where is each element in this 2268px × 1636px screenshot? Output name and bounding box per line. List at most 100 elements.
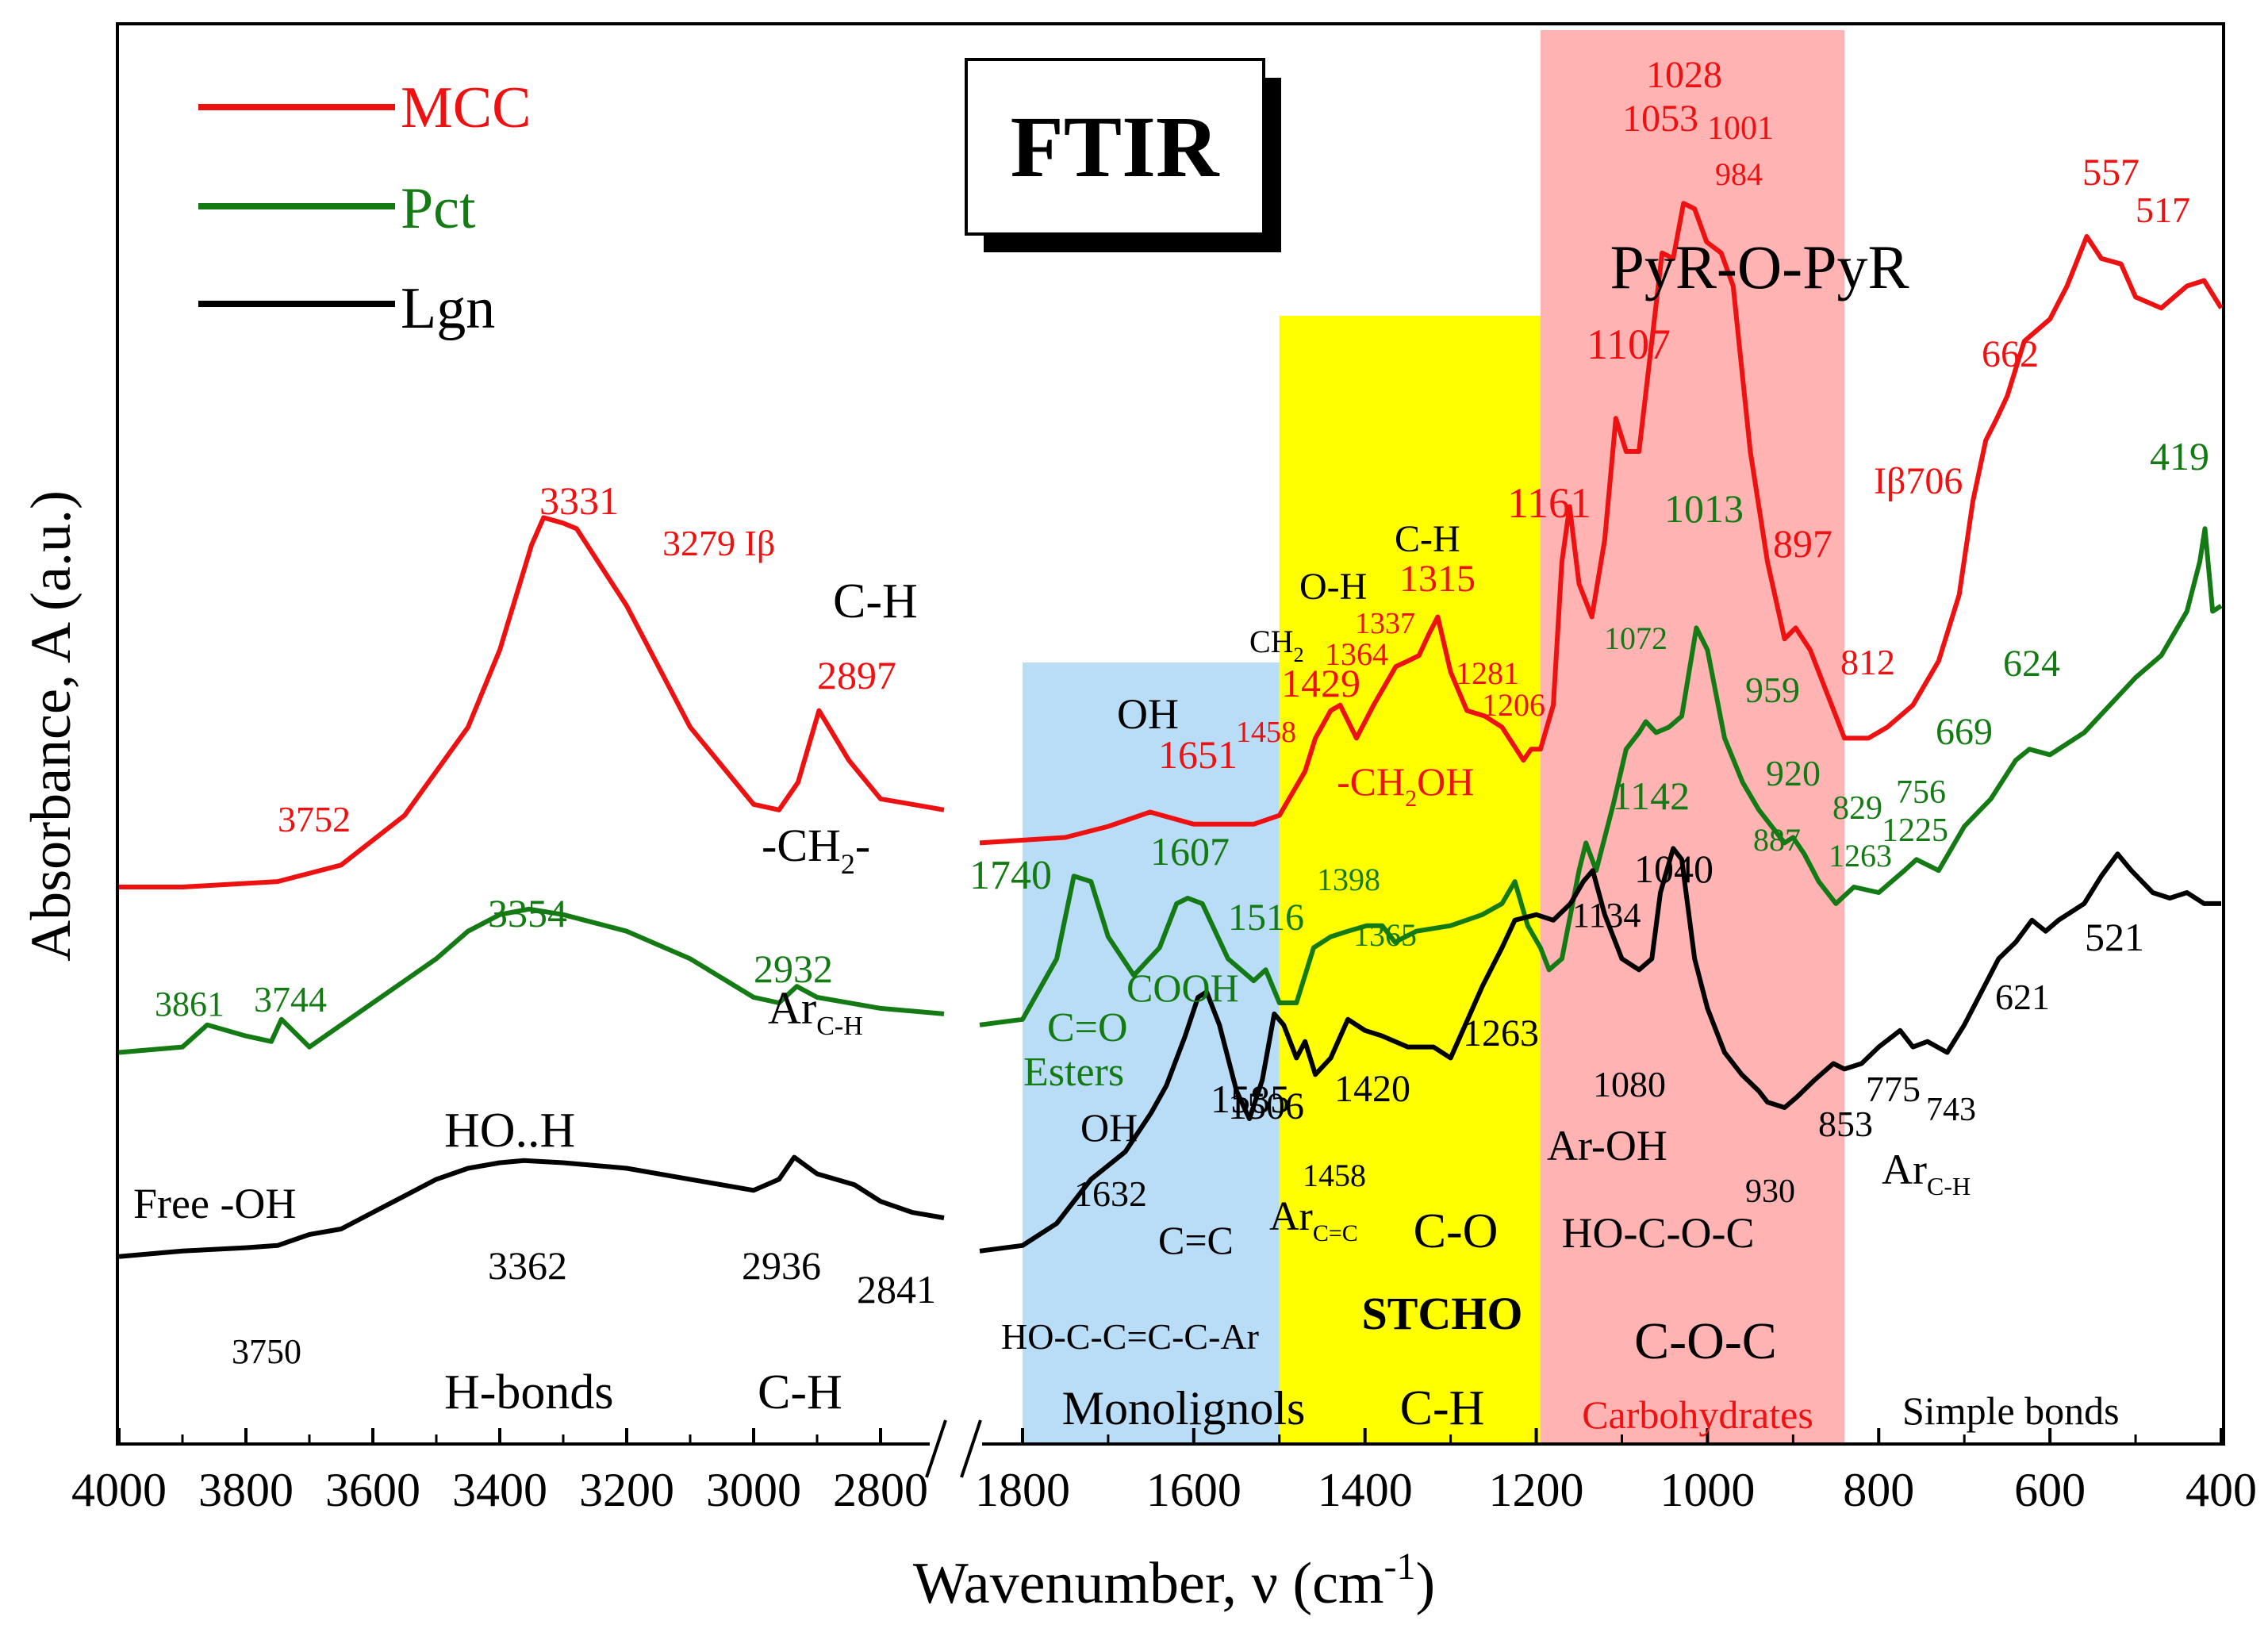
- peak-label-lgn: 1040: [1634, 847, 1713, 891]
- region-labels: Monolignols STCHO C-H C-O C-O-C Carbohyd…: [1062, 232, 1909, 1437]
- group-labels: C-H -CH2- ArC-H HO..H Free -OH H-bonds C…: [133, 518, 2120, 1433]
- label-c-h-mid: C-H: [1395, 518, 1460, 560]
- peak-label-mcc-right: 1107: [1587, 321, 1671, 368]
- peak-label-mcc-right: 984: [1715, 156, 1763, 192]
- region-carbohydrates: [1540, 30, 1845, 1442]
- label-stcho: STCHO: [1361, 1288, 1522, 1339]
- label-stcho-co: C-O: [1414, 1204, 1499, 1258]
- series-lgn-left: [118, 1154, 945, 1259]
- series-layer: [118, 201, 2224, 1259]
- peak-label-lgn: 1080: [1593, 1064, 1666, 1104]
- x-tick-label: 3200: [579, 1464, 674, 1516]
- peak-label-lgn: 1263: [1463, 1012, 1539, 1054]
- x-axis-title: Wavenumber, ν (cm-1): [913, 1546, 1435, 1616]
- peak-label-mcc-right: 517: [2136, 190, 2190, 230]
- label-c-h-top: C-H: [833, 574, 918, 628]
- x-tick-label: 1400: [1318, 1464, 1413, 1516]
- peak-label-mcc-left: 3279 Iβ: [662, 523, 775, 563]
- peak-label-mcc-right: 1028: [1646, 54, 1722, 96]
- region-stcho: [1279, 316, 1541, 1442]
- x-tick-label: 1000: [1660, 1464, 1755, 1516]
- label-ch2oh: -CH2OH: [1337, 759, 1474, 812]
- peak-label-lgn: 3362: [488, 1243, 567, 1288]
- x-tick-label: 800: [1843, 1464, 1914, 1516]
- peak-label-pct: 1072: [1604, 620, 1667, 656]
- peak-label-lgn: 521: [2085, 915, 2144, 959]
- peak-label-lgn: 1632: [1074, 1173, 1147, 1214]
- peak-label-pct: 669: [1936, 711, 1993, 753]
- peak-label-lgn: 1585: [1211, 1077, 1290, 1121]
- peak-label-mcc-right: 1053: [1622, 98, 1698, 140]
- peak-label-pct: 2932: [754, 947, 833, 991]
- legend-label-lgn: Lgn: [401, 276, 495, 341]
- peak-label-lgn: 1134: [1572, 896, 1641, 935]
- x-tick-label: 3600: [325, 1464, 420, 1516]
- peak-label-mcc-right: 1161: [1507, 479, 1591, 527]
- label-free-oh: Free -OH: [133, 1180, 296, 1227]
- peak-label-mcc-right: 1315: [1399, 558, 1476, 600]
- peak-label-mcc-right: 1429: [1281, 661, 1360, 705]
- peak-label-mcc-right: 1337: [1355, 607, 1415, 640]
- peak-label-mcc-left: 3752: [278, 799, 351, 839]
- label-ar-oh: Ar-OH: [1547, 1122, 1667, 1169]
- peak-label-pct: 1225: [1882, 812, 1948, 849]
- label-oh-mid: OH: [1080, 1105, 1138, 1150]
- x-tick-label: 1200: [1489, 1464, 1584, 1516]
- peak-label-pct: 1263: [1829, 838, 1892, 874]
- x-tick-label: 3400: [452, 1464, 547, 1516]
- peak-label-mcc-right: 662: [1982, 333, 2039, 375]
- peak-label-pct: 419: [2150, 434, 2209, 478]
- x-tick-label: 2800: [833, 1464, 928, 1516]
- x-tick-label: 1600: [1146, 1464, 1241, 1516]
- x-tick-label: 400: [2185, 1464, 2257, 1516]
- peak-label-pct: 920: [1766, 753, 1821, 793]
- x-tick-label: 1800: [975, 1464, 1070, 1516]
- label-ho-h: HO..H: [444, 1104, 575, 1158]
- label-hococ: HO-C-O-C: [1562, 1209, 1755, 1257]
- legend-label-pct: Pct: [401, 176, 476, 241]
- peak-label-lgn: 3750: [232, 1332, 301, 1371]
- label-monolignols: Monolignols: [1062, 1382, 1306, 1434]
- peak-label-pct: 3861: [155, 985, 224, 1023]
- x-tick-label: 3000: [706, 1464, 801, 1516]
- chart-title: FTIR: [1011, 98, 1220, 195]
- peak-label-lgn: 621: [1995, 977, 2050, 1017]
- series-pct-right: [979, 526, 2223, 1027]
- peak-label-lgn: 930: [1745, 1173, 1795, 1210]
- label-ar-cc: ArC=C: [1269, 1194, 1358, 1246]
- label-c-eq-o: C=O: [1047, 1005, 1128, 1050]
- title-box: FTIR: [965, 58, 1281, 252]
- peak-label-pct: 1516: [1228, 897, 1304, 939]
- peak-label-pct: 3354: [488, 891, 567, 935]
- peak-label-mcc-left: 3331: [539, 478, 619, 523]
- peak-label-pct: 1607: [1150, 829, 1230, 874]
- y-axis-title: Absorbance, A (a.u.): [19, 490, 83, 962]
- label-c-h-bottom: C-H: [758, 1365, 842, 1419]
- peak-label-pct: 756: [1896, 774, 1946, 811]
- series-pct-left: [118, 906, 945, 1055]
- label-cooh: COOH: [1126, 966, 1239, 1010]
- peak-label-lgn: 2936: [742, 1243, 821, 1288]
- series-mcc-left: [119, 515, 945, 889]
- label-simple-bonds: Simple bonds: [1902, 1388, 2120, 1433]
- peak-label-pct: 959: [1745, 670, 1800, 710]
- peak-label-lgn: 743: [1926, 1092, 1976, 1128]
- peak-label-mcc-right: 1206: [1482, 687, 1545, 723]
- peak-label-mcc-right: 1651: [1158, 732, 1238, 777]
- peak-label-lgn: 775: [1866, 1069, 1921, 1109]
- label-pyropyr: PyR-O-PyR: [1610, 232, 1909, 301]
- label-oh-top: OH: [1117, 690, 1179, 738]
- label-stcho-ch: C-H: [1400, 1381, 1485, 1435]
- peak-label-mcc-right: 897: [1773, 521, 1832, 566]
- peak-label-lgn: 853: [1818, 1104, 1873, 1144]
- peak-label-pct: 1398: [1317, 862, 1380, 897]
- legend-label-mcc: MCC: [401, 75, 532, 140]
- label-h-bonds: H-bonds: [444, 1365, 614, 1419]
- peak-label-pct: 887: [1753, 822, 1801, 858]
- peak-label-pct: 1740: [969, 853, 1052, 898]
- peak-label-mcc-right: Iβ706: [1874, 460, 1963, 502]
- peak-label-mcc-right: 1364: [1325, 636, 1388, 672]
- peak-label-mcc-right: 1458: [1236, 716, 1296, 749]
